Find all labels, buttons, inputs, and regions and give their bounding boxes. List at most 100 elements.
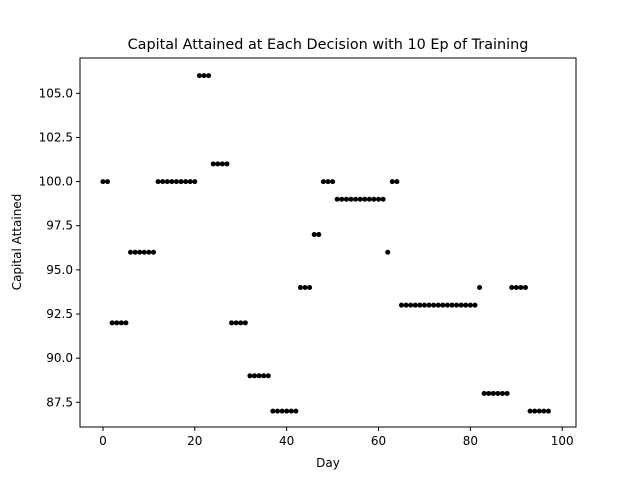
chart-title: Capital Attained at Each Decision with 1… [128,37,529,53]
data-point [412,302,418,308]
x-tick-label: 60 [371,434,386,448]
data-point [389,179,395,185]
data-point [486,390,492,396]
data-point [224,161,230,167]
data-point [215,161,221,167]
data-point [210,161,216,167]
data-point [500,390,506,396]
y-tick-label: 92.5 [46,307,73,321]
data-point [265,373,271,379]
y-axis-ticks: 87.5 90.0 92.5 95.0 97.5 100.0 102.5 105.0 [39,86,80,409]
data-point [509,285,515,291]
data-point [238,320,244,326]
data-point [302,285,308,291]
data-point [118,320,124,326]
data-point [454,302,460,308]
data-point [348,196,354,202]
data-point [518,285,524,291]
data-point [105,179,111,185]
data-point [233,320,239,326]
data-point [504,390,510,396]
x-axis-label: Day [316,456,340,470]
data-point [467,302,473,308]
data-point [123,320,129,326]
data-point [353,196,359,202]
data-point [173,179,179,185]
data-point [242,320,248,326]
data-point [169,179,175,185]
data-point [150,249,156,255]
x-tick-label: 80 [463,434,478,448]
data-point [527,408,533,414]
x-tick-label: 20 [187,434,202,448]
data-point [229,320,235,326]
y-tick-label: 102.5 [39,130,73,144]
plot-frame [79,57,577,428]
data-point [196,73,202,79]
data-point [490,390,496,396]
data-point [330,179,336,185]
data-point [137,249,143,255]
data-point [444,302,450,308]
x-tick-label: 40 [279,434,294,448]
data-point [178,179,184,185]
data-point [164,179,170,185]
data-point [403,302,409,308]
data-point [256,373,262,379]
data-point [247,373,253,379]
data-point [155,179,161,185]
y-tick-label: 87.5 [46,395,73,409]
data-point [146,249,152,255]
data-point [472,302,478,308]
data-point [311,232,317,238]
data-point [463,302,469,308]
data-point [187,179,193,185]
data-point [440,302,446,308]
data-point [293,408,299,414]
data-point [366,196,372,202]
data-point [458,302,464,308]
data-point [398,302,404,308]
data-point [417,302,423,308]
data-point [100,179,106,185]
data-point [128,249,134,255]
data-point [339,196,345,202]
data-point [522,285,528,291]
data-point [252,373,258,379]
data-point [274,408,280,414]
data-point [477,285,483,291]
data-point [219,161,225,167]
data-point [376,196,382,202]
data-point [141,249,147,255]
data-point [357,196,363,202]
y-tick-label: 95.0 [46,263,73,277]
data-point [431,302,437,308]
data-points [100,73,551,414]
x-tick-label: 100 [551,434,574,448]
data-point [325,179,331,185]
data-point [160,179,166,185]
data-point [541,408,547,414]
data-point [132,249,138,255]
data-point [362,196,368,202]
data-point [288,408,294,414]
data-point [481,390,487,396]
data-point [385,249,391,255]
data-point [316,232,322,238]
y-axis-label: Capital Attained [10,194,24,291]
data-point [532,408,538,414]
data-point [435,302,441,308]
y-tick-label: 97.5 [46,219,73,233]
data-point [206,73,212,79]
data-point [279,408,285,414]
data-point [320,179,326,185]
data-point [426,302,432,308]
data-point [449,302,455,308]
data-point [192,179,198,185]
data-point [394,179,400,185]
data-point [545,408,551,414]
data-point [109,320,115,326]
data-point [408,302,414,308]
